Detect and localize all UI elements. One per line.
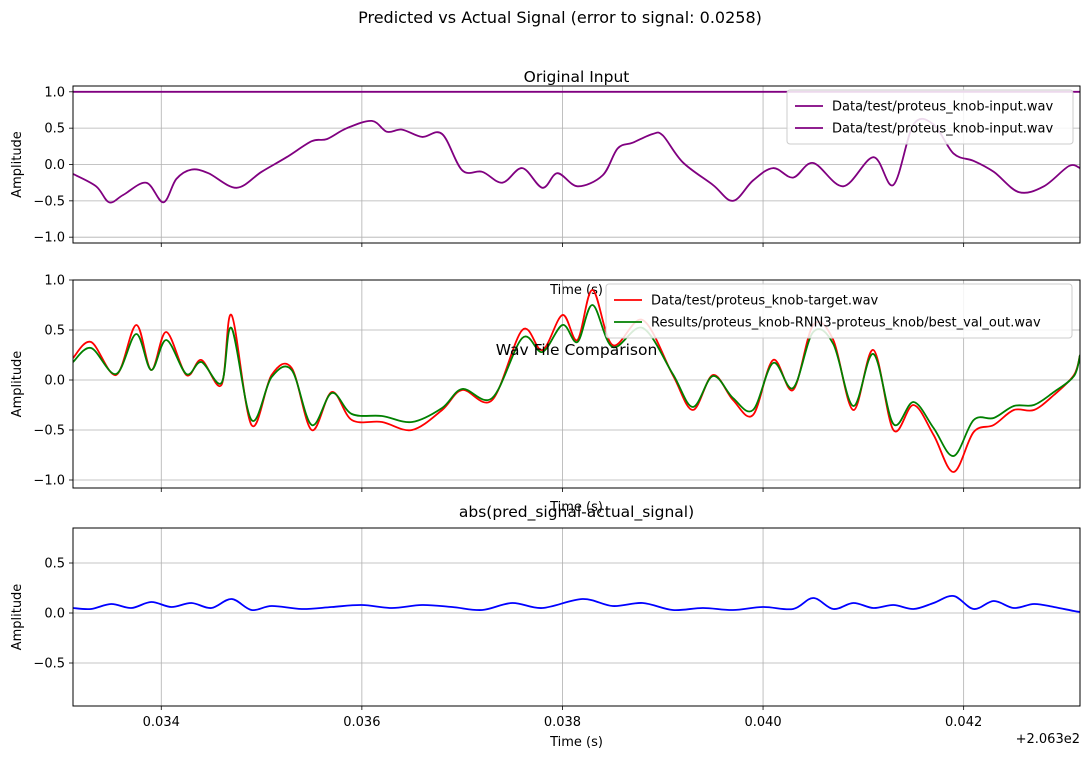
x-offset-label: +2.063e2 — [1016, 732, 1080, 747]
legend-box — [786, 89, 1074, 145]
y-tick-label: −0.5 — [33, 194, 65, 209]
x-axis-label: Time (s) — [549, 735, 603, 750]
x-tick-label: 0.034 — [143, 715, 180, 730]
series-line-2 — [73, 304, 1080, 457]
x-tick-label: 0.040 — [744, 715, 781, 730]
y-tick-label: 0.0 — [44, 607, 65, 622]
axes-frame — [72, 279, 1081, 489]
y-tick-label: −0.5 — [33, 424, 65, 439]
y-tick-label: 1.0 — [44, 274, 65, 289]
legend-label: Data/test/proteus_knob-input.wav — [832, 122, 1053, 137]
y-tick-label: −0.5 — [33, 657, 65, 672]
y-tick-label: 0.5 — [44, 122, 65, 137]
x-axis-label: Time (s) — [549, 283, 603, 298]
axes-original-input: 1.0 0.5 0.0 −0.5 −1.0 Original Input Time (s) A… — [10, 68, 1081, 298]
legend-label: Data/test/proteus_knob-input.wav — [832, 100, 1053, 115]
y-tick-label: 0.0 — [44, 158, 65, 173]
legend: Data/test/proteus_knob-input.wav Data/tes… — [786, 89, 1074, 145]
y-tick-label: −1.0 — [33, 474, 65, 489]
axes-frame — [72, 85, 1081, 244]
y-axis-label: Amplitude — [10, 584, 25, 651]
x-tick-label: 0.042 — [945, 715, 982, 730]
legend-label: Data/test/proteus_knob-target.wav — [651, 294, 879, 309]
legend: Data/test/proteus_knob-target.wav Results… — [605, 283, 1073, 339]
y-tick-label: 0.5 — [44, 324, 65, 339]
axes-abs-error: 0.034 0.036 0.038 0.040 0.042 0.5 0.0 −0.5 abs(p… — [10, 503, 1081, 750]
y-tick-label: −1.0 — [33, 231, 65, 246]
y-tick-label: 0.5 — [44, 557, 65, 572]
x-axis-label: Time (s) — [549, 500, 603, 515]
figure-suptitle: Predicted vs Actual Signal (error to sig… — [358, 8, 762, 27]
axes-title: abs(pred_signal-actual_signal) — [459, 503, 694, 522]
axes-frame — [72, 527, 1081, 707]
y-axis-label: Amplitude — [10, 131, 25, 198]
legend-box — [605, 283, 1073, 339]
y-tick-label: 1.0 — [44, 85, 65, 100]
legend-label: Results/proteus_knob-RNN3-proteus_knob/b… — [651, 316, 1041, 331]
axes-title: Original Input — [524, 68, 630, 86]
x-tick-label: 0.038 — [544, 715, 581, 730]
y-axis-label: Amplitude — [10, 351, 25, 418]
axes-wav-comparison: 1.0 0.5 0.0 −0.5 −1.0 Wav File Comparison Time… — [10, 274, 1081, 515]
x-tick-label: 0.036 — [343, 715, 380, 730]
y-tick-label: 0.0 — [44, 374, 65, 389]
axes-title: Wav File Comparison — [496, 341, 658, 359]
series-line-1 — [73, 595, 1080, 613]
